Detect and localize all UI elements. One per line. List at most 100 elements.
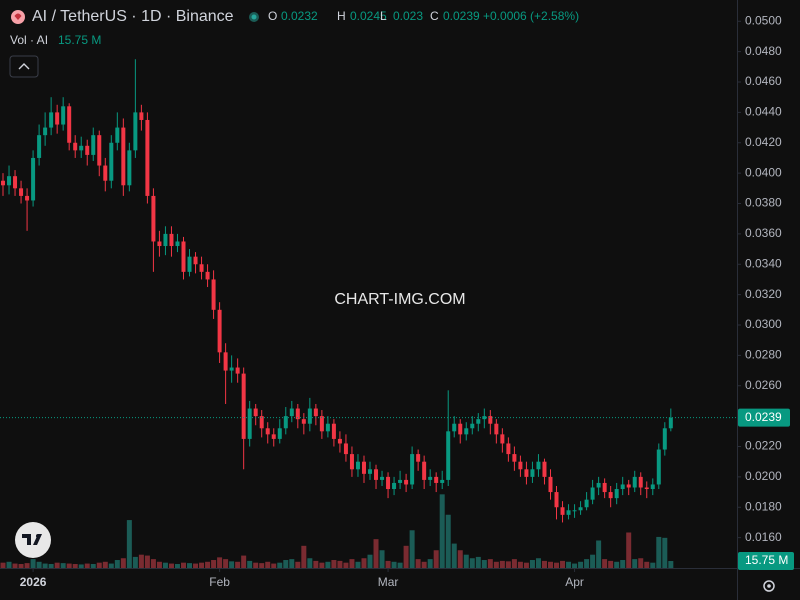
volume-bar [102,561,108,568]
collapse-icon [18,63,30,70]
candle-body [656,449,661,485]
volume-bar [114,560,120,568]
candle-body [181,241,186,272]
candle-body [560,507,565,515]
volume-bar [668,561,674,568]
volume-bar [379,550,385,568]
candle-body [608,492,613,499]
candle-body [1,180,6,186]
volume-layer [0,494,674,568]
volume-bar [193,563,199,568]
y-tick-label: 0.0200 [745,469,782,483]
candle-body [73,142,78,151]
volume-bar [0,562,6,568]
volume-bar [644,561,650,568]
ohlc-value: 0.0245 [350,9,387,23]
candle-body [392,482,397,490]
current-price-label: 0.0239 [745,410,782,424]
volume-bar [409,530,415,568]
settings-icon[interactable] [763,580,775,592]
volume-bar [638,558,644,568]
candle-layer [1,59,673,523]
logo-dot [36,534,40,538]
candle-body [7,176,12,186]
volume-bar [174,564,180,568]
ohlc-letter: O [268,9,277,23]
volume-bar [463,554,469,568]
candle-body [241,373,246,439]
candle-body [49,112,54,128]
candle-body [13,176,18,189]
volume-bar [608,560,614,568]
candle-body [566,510,571,515]
volume-bar [307,558,313,568]
volume-bar [560,560,566,568]
x-tick-label: Mar [378,575,399,589]
volume-legend-value: 15.75 M [58,33,101,47]
candle-body [620,484,625,490]
volume-bar [271,563,277,568]
volume-bar [277,562,283,568]
candle-body [229,367,234,371]
volume-bar [469,558,475,568]
x-tick-label: Apr [565,575,584,589]
y-tick-label: 0.0420 [745,135,782,149]
volume-bar [523,562,529,568]
candle-body [458,423,463,435]
volume-bar [265,561,271,568]
volume-bar [144,555,150,568]
candle-body [518,461,523,470]
candle-body [85,145,90,155]
candle-body [37,135,42,158]
volume-bar [325,561,331,568]
volume-bar [620,560,626,568]
volume-bar [283,560,289,568]
symbol-icon-glyph [14,13,22,20]
volume-bar [475,556,481,568]
x-tick-label: 2026 [20,575,47,589]
volume-bar [30,559,36,568]
y-tick-label: 0.0300 [745,317,782,331]
volume-bar [481,560,487,568]
volume-bar [259,563,265,568]
candle-body [217,309,222,353]
candle-body [61,106,66,125]
volume-bar [349,559,355,568]
candle-body [187,256,192,272]
candle-body [265,428,270,435]
volume-bar [241,555,247,568]
volume-bar [547,561,553,568]
logo [15,522,51,558]
candle-body [650,484,655,490]
y-tick-label: 0.0400 [745,165,782,179]
volume-bar [12,563,18,568]
candle-body [151,195,156,242]
volume-bar [331,560,337,568]
x-tick-label: Feb [209,575,230,589]
candle-body [398,479,403,483]
candle-body [67,106,72,143]
candle-body [662,428,667,450]
symbol-title: AI / TetherUS · 1D · Binance [32,8,234,25]
candle-body [578,507,583,511]
candle-body [416,454,421,462]
candle-body [500,434,505,444]
collapse-button[interactable] [9,55,39,78]
volume-bar [445,514,451,568]
candle-body [470,423,475,429]
volume-bar [289,559,295,568]
volume-bar [626,532,632,568]
volume-bar [451,543,457,568]
candle-body [271,434,276,439]
candle-body [199,264,204,272]
candle-body [205,271,210,280]
volume-bar [554,562,560,568]
candle-body [31,157,36,201]
candle-body [337,438,342,444]
candle-body [548,476,553,493]
y-tick-label: 0.0180 [745,499,782,513]
volume-bar [511,559,517,568]
candle-body [211,279,216,310]
volume-bar [662,537,668,568]
volume-bar [217,557,223,568]
